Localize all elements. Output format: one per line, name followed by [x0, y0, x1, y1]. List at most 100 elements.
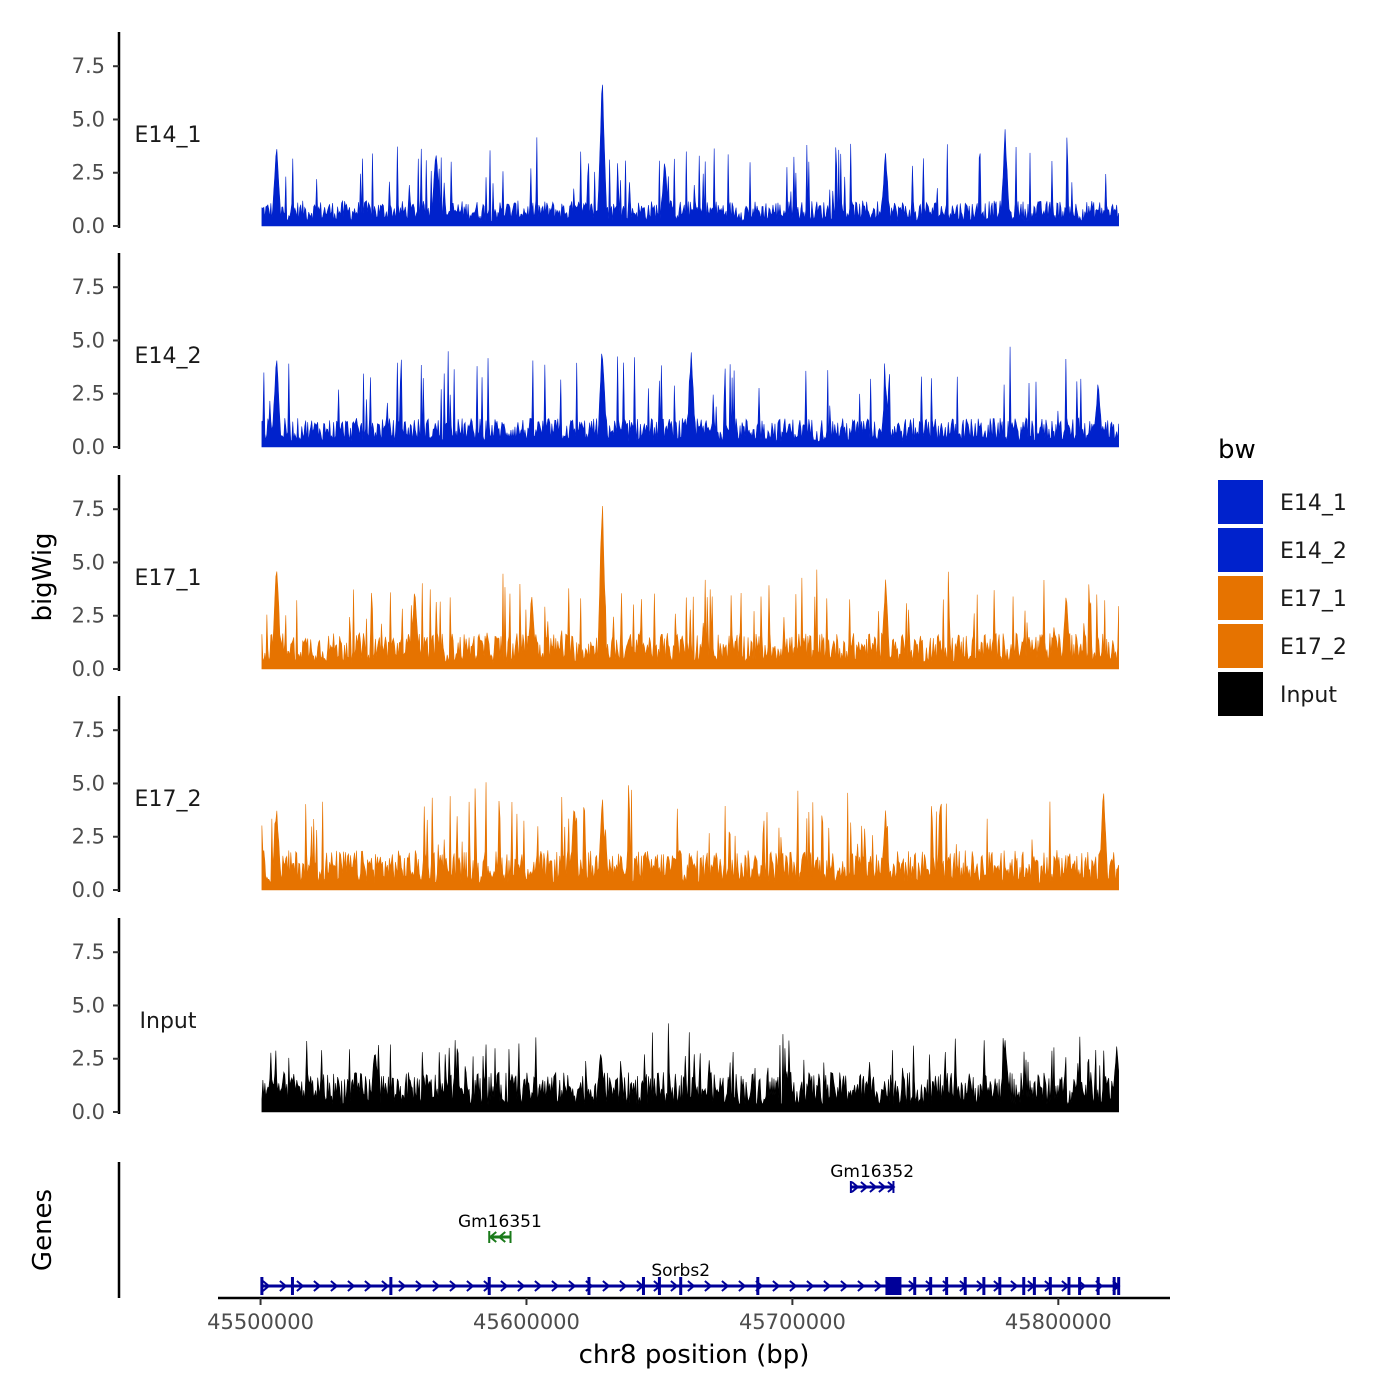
- gene-label: Gm16351: [458, 1212, 542, 1232]
- y-tick-label: 7.5: [72, 940, 105, 964]
- gene-label: Sorbs2: [651, 1261, 710, 1281]
- strand-chevron: [619, 1280, 628, 1292]
- exon: [945, 1277, 949, 1295]
- legend-label: E14_1: [1280, 491, 1347, 516]
- strand-chevron: [313, 1280, 322, 1292]
- strand-chevron: [840, 1280, 849, 1292]
- exon: [1048, 1277, 1052, 1295]
- strand-chevron: [398, 1280, 407, 1292]
- strand-chevron: [874, 1280, 883, 1292]
- exon: [1067, 1277, 1071, 1295]
- exon: [657, 1277, 661, 1295]
- legend-item-E14_1: E14_1: [1218, 480, 1347, 524]
- legend-swatch: [1218, 576, 1263, 620]
- legend-label: E14_2: [1280, 539, 1347, 564]
- gene-Sorbs2: Sorbs2: [260, 1261, 1121, 1295]
- legend-swatch: [1218, 624, 1263, 668]
- track-panel-E17_1: 0.0 2.5 5.0 7.5 E17_1: [72, 475, 1119, 681]
- strand-chevron: [517, 1280, 526, 1292]
- panel-label-E14_1: E14_1: [135, 123, 202, 148]
- panel-label-E17_1: E17_1: [135, 566, 202, 591]
- legend-swatch: [1218, 480, 1263, 524]
- track-panel-E14_1: 0.0 2.5 5.0 7.5 E14_1: [72, 32, 1119, 238]
- y-tick-label: 5.0: [72, 993, 105, 1017]
- strand-chevron: [857, 1280, 866, 1292]
- y-tick-label: 7.5: [72, 718, 105, 742]
- x-axis-title: chr8 position (bp): [579, 1340, 810, 1370]
- y-tick-label: 7.5: [72, 54, 105, 78]
- gene-Gm16351: Gm16351: [458, 1212, 542, 1243]
- legend-swatch: [1218, 528, 1263, 572]
- panel-label-E14_2: E14_2: [135, 344, 202, 369]
- exon: [290, 1277, 294, 1295]
- legend-swatch: [1218, 672, 1263, 716]
- panel-label-E17_2: E17_2: [135, 787, 202, 812]
- strand-chevron: [364, 1280, 373, 1292]
- y-tick-label: 0.0: [72, 435, 105, 459]
- exon: [1032, 1277, 1036, 1295]
- exon: [929, 1277, 933, 1295]
- exon: [587, 1277, 591, 1295]
- legend-label: Input: [1280, 683, 1337, 708]
- y-tick-label: 5.0: [72, 328, 105, 352]
- strand-chevron: [878, 1181, 887, 1193]
- strand-chevron: [806, 1280, 815, 1292]
- legend-item-Input: Input: [1218, 672, 1337, 716]
- exon: [679, 1277, 683, 1295]
- track-panel-Input: 0.0 2.5 5.0 7.5 Input: [72, 918, 1119, 1124]
- exon: [963, 1277, 967, 1295]
- y-tick-label: 2.5: [72, 161, 105, 185]
- x-tick-label: 45500000: [207, 1310, 314, 1334]
- strand-chevron: [721, 1280, 730, 1292]
- signal-area-E14_1: [261, 84, 1119, 227]
- exon: [885, 1277, 902, 1295]
- y-tick-label: 5.0: [72, 107, 105, 131]
- legend-title: bw: [1218, 435, 1256, 465]
- y-tick-label: 0.0: [72, 657, 105, 681]
- gene-track: 45500000 45600000 45700000 45800000 Gm16351 G…: [117, 1162, 1170, 1334]
- y-tick-label: 5.0: [72, 771, 105, 795]
- exon: [641, 1277, 645, 1295]
- strand-chevron: [789, 1280, 798, 1292]
- strand-chevron: [381, 1280, 390, 1292]
- strand-chevron: [670, 1280, 679, 1292]
- x-tick-label: 45700000: [739, 1310, 846, 1334]
- strand-chevron: [568, 1280, 577, 1292]
- y-tick-label: 5.0: [72, 550, 105, 574]
- strand-chevron: [296, 1280, 305, 1292]
- legend-label: E17_2: [1280, 635, 1347, 660]
- legend: bw E14_1 E14_2 E17_1 E17_2 Input: [1218, 435, 1347, 716]
- strand-chevron: [869, 1181, 878, 1193]
- exon: [1078, 1277, 1082, 1295]
- y-tick-label: 0.0: [72, 214, 105, 238]
- signal-area-Input: [261, 1023, 1119, 1113]
- strand-chevron: [466, 1280, 475, 1292]
- strand-chevron: [704, 1280, 713, 1292]
- legend-item-E14_2: E14_2: [1218, 528, 1347, 572]
- track-panel-E14_2: 0.0 2.5 5.0 7.5 E14_2: [72, 253, 1119, 459]
- exon: [1096, 1277, 1100, 1295]
- y-tick-label: 2.5: [72, 604, 105, 628]
- strand-chevron: [551, 1280, 560, 1292]
- signal-area-E17_1: [261, 506, 1119, 670]
- strand-chevron: [432, 1280, 441, 1292]
- exon: [1022, 1277, 1026, 1295]
- exon: [998, 1277, 1002, 1295]
- gene-label: Gm16352: [830, 1162, 914, 1182]
- strand-chevron: [860, 1181, 869, 1193]
- exon: [1117, 1277, 1121, 1295]
- strand-chevron: [942, 1280, 951, 1292]
- strand-chevron: [1010, 1280, 1019, 1292]
- strand-chevron: [823, 1280, 832, 1292]
- strand-chevron: [772, 1280, 781, 1292]
- track-panels: 0.0 2.5 5.0 7.5 E14_1 0.0 2.5 5.0 7.5 E14_2 0.0 2.5…: [72, 32, 1119, 1124]
- strand-chevron: [415, 1280, 424, 1292]
- exon: [756, 1277, 760, 1295]
- y-tick-label: 2.5: [72, 825, 105, 849]
- y-tick-label: 0.0: [72, 878, 105, 902]
- y-tick-label: 7.5: [72, 497, 105, 521]
- legend-item-E17_1: E17_1: [1218, 576, 1347, 620]
- strand-chevron: [500, 1280, 509, 1292]
- legend-label: E17_1: [1280, 587, 1347, 612]
- strand-chevron: [497, 1231, 506, 1243]
